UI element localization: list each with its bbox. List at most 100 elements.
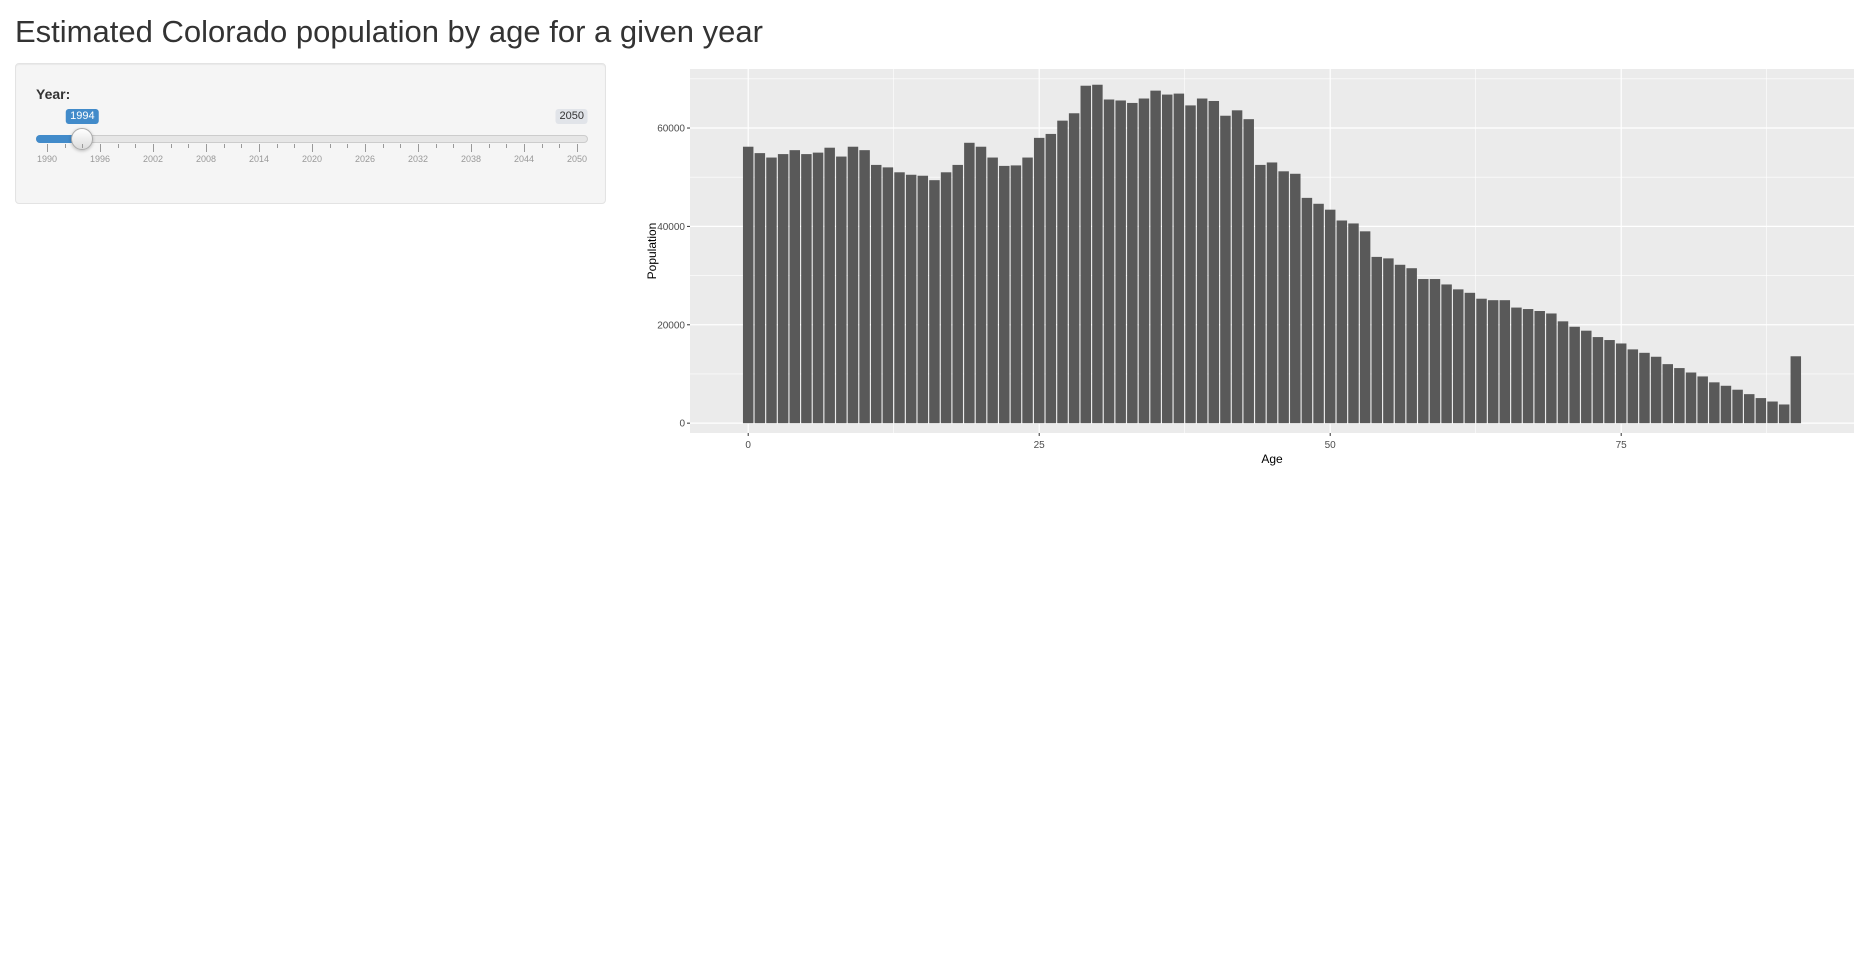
slider-minor-tick (382, 144, 384, 148)
slider-track[interactable] (36, 135, 588, 143)
slider-tick-label: 2026 (354, 154, 376, 164)
slider-minor-tick (170, 144, 172, 148)
slider-minor-tick (117, 144, 119, 148)
bar-age-67 (1522, 309, 1534, 424)
bar-age-25 (1033, 137, 1045, 424)
slider-minor-tick (294, 144, 296, 148)
population-bar-chart: 0 25 50 75 0 20000 40000 60000 Age Population (645, 69, 1854, 466)
slider-major-tick (471, 144, 472, 152)
chart-container: 0 25 50 75 0 20000 40000 60000 Age Population (636, 62, 1856, 487)
slider-major-tick (312, 144, 313, 152)
bar-age-82 (1697, 376, 1708, 424)
slider-tick-label: 2044 (513, 154, 535, 164)
slider-minor-tick (82, 144, 84, 148)
page-title: Estimated Colorado population by age for… (15, 14, 763, 49)
x-tick-label: 75 (1616, 440, 1628, 451)
slider-tick-label: 2002 (142, 154, 164, 164)
slider-minor-tick (276, 144, 278, 148)
x-tick-label: 50 (1325, 440, 1337, 451)
bar-age-18 (952, 164, 963, 424)
bar-age-3 (777, 154, 789, 424)
slider-major-tick (259, 144, 260, 152)
slider-major-tick (418, 144, 419, 152)
bar-age-70 (1557, 321, 1569, 424)
bar-age-34 (1138, 98, 1150, 424)
bar-age-80 (1674, 368, 1685, 424)
x-axis-title: Age (1261, 452, 1283, 466)
bar-age-66 (1511, 307, 1522, 424)
slider-minor-tick (347, 144, 349, 148)
slider-minor-tick (223, 144, 225, 148)
slider-tick-label: 2038 (460, 154, 482, 164)
bar-age-44 (1255, 164, 1266, 424)
bar-age-10 (859, 150, 870, 424)
bar-age-41 (1220, 115, 1231, 424)
bar-age-12 (882, 167, 894, 424)
y-tick-label: 60000 (657, 124, 685, 135)
bar-age-32 (1115, 100, 1126, 424)
bar-age-8 (836, 156, 847, 424)
bar-age-60 (1441, 284, 1452, 424)
bar-age-71 (1569, 326, 1580, 424)
bar-age-90 (1790, 356, 1802, 424)
bar-age-40 (1208, 100, 1220, 424)
year-slider[interactable]: 2050 1994 1990 1996 2002 2008 2014 2020 2026 20… (16, 64, 605, 203)
bar-age-85 (1732, 389, 1743, 424)
slider-tick-label: 2014 (248, 154, 270, 164)
bar-age-86 (1744, 394, 1755, 424)
bar-age-15 (917, 175, 929, 424)
slider-minor-tick (64, 144, 66, 148)
bar-age-55 (1383, 258, 1394, 424)
bar-age-28 (1068, 113, 1080, 424)
bar-age-24 (1022, 157, 1033, 424)
slider-minor-tick (329, 144, 331, 148)
slider-major-tick (47, 144, 48, 152)
slider-minor-tick (559, 144, 561, 148)
bar-age-19 (964, 142, 975, 424)
slider-bar (36, 135, 83, 143)
slider-major-tick (365, 144, 366, 152)
bar-age-65 (1499, 300, 1511, 424)
bar-age-63 (1476, 298, 1487, 424)
bar-age-57 (1406, 268, 1417, 424)
bar-age-83 (1709, 382, 1720, 424)
bar-age-2 (766, 157, 777, 424)
bar-age-87 (1755, 398, 1767, 424)
slider-tick-label: 2008 (195, 154, 217, 164)
bar-age-23 (1010, 165, 1022, 424)
bar-age-30 (1092, 84, 1103, 424)
x-tick-label: 25 (1034, 440, 1046, 451)
y-tick-label: 40000 (657, 222, 685, 233)
bar-age-89 (1778, 404, 1790, 424)
bar-age-51 (1336, 220, 1348, 424)
slider-minor-tick (453, 144, 455, 148)
slider-tick-label: 1990 (36, 154, 58, 164)
bar-age-20 (975, 146, 987, 424)
bar-age-81 (1685, 372, 1697, 424)
bar-age-58 (1418, 279, 1429, 424)
bar-age-77 (1639, 352, 1650, 424)
bar-age-62 (1464, 292, 1476, 424)
bar-age-74 (1604, 340, 1615, 424)
bar-age-16 (929, 180, 940, 424)
bar-age-50 (1324, 209, 1336, 424)
slider-minor-tick (541, 144, 543, 148)
bar-age-69 (1546, 313, 1557, 424)
bar-age-64 (1487, 300, 1499, 424)
x-tick-label: 0 (745, 440, 751, 451)
y-tick-label: 20000 (657, 320, 685, 331)
bar-age-46 (1278, 171, 1289, 424)
bar-age-35 (1150, 90, 1161, 424)
bar-age-14 (905, 174, 917, 424)
bar-age-52 (1348, 223, 1359, 424)
slider-minor-tick (241, 144, 243, 148)
bar-age-76 (1627, 349, 1639, 424)
bar-age-72 (1581, 330, 1592, 424)
bar-age-56 (1394, 264, 1406, 424)
bar-age-37 (1173, 93, 1185, 424)
bar-age-22 (999, 165, 1010, 424)
bar-age-78 (1650, 356, 1662, 424)
bar-age-73 (1592, 337, 1604, 424)
slider-handle[interactable] (71, 128, 94, 150)
bar-age-48 (1301, 197, 1313, 424)
